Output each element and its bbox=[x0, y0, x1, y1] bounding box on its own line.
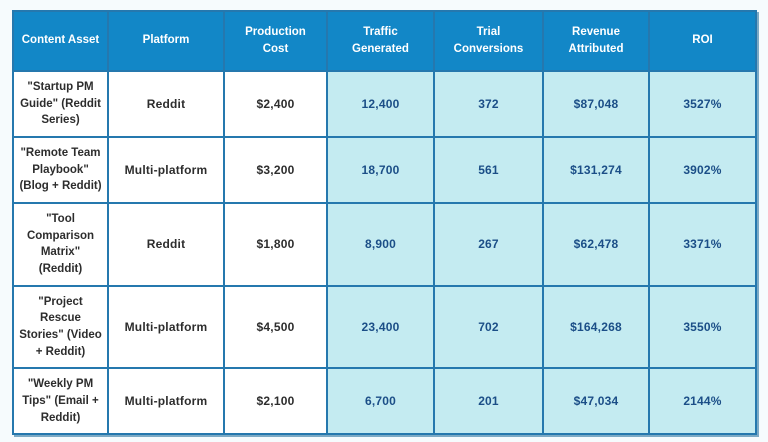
column-header-revenue-attributed: Revenue Attributed bbox=[542, 10, 650, 72]
cell-content-asset: "Tool Comparison Matrix" (Reddit) bbox=[12, 202, 109, 287]
cell-platform: Reddit bbox=[107, 69, 225, 139]
cell-traffic-generated: 8,900 bbox=[326, 202, 435, 287]
cell-traffic-generated: 12,400 bbox=[326, 69, 435, 139]
cell-content-asset: "Project Rescue Stories" (Video + Reddit… bbox=[12, 284, 109, 370]
cell-trial-conversions: 372 bbox=[433, 69, 544, 139]
cell-traffic-generated: 23,400 bbox=[326, 284, 435, 370]
cell-production-cost: $3,200 bbox=[223, 136, 328, 205]
cell-revenue-attributed: $47,034 bbox=[542, 367, 650, 436]
cell-platform: Multi-platform bbox=[107, 136, 225, 205]
cell-platform: Multi-platform bbox=[107, 284, 225, 370]
cell-trial-conversions: 561 bbox=[433, 136, 544, 205]
table-row: "Project Rescue Stories" (Video + Reddit… bbox=[12, 284, 757, 370]
column-header-content-asset: Content Asset bbox=[12, 10, 109, 72]
cell-trial-conversions: 267 bbox=[433, 202, 544, 287]
cell-trial-conversions: 201 bbox=[433, 367, 544, 436]
column-header-trial-conversions: Trial Conversions bbox=[433, 10, 544, 72]
column-header-platform: Platform bbox=[107, 10, 225, 72]
cell-production-cost: $2,400 bbox=[223, 69, 328, 139]
cell-roi: 3550% bbox=[648, 284, 757, 370]
table-row: "Weekly PM Tips" (Email + Reddit) Multi-… bbox=[12, 367, 757, 436]
cell-production-cost: $2,100 bbox=[223, 367, 328, 436]
content-roi-table: Content Asset Platform Production Cost T… bbox=[12, 10, 757, 436]
cell-roi: 3527% bbox=[648, 69, 757, 139]
cell-traffic-generated: 6,700 bbox=[326, 367, 435, 436]
cell-roi: 3371% bbox=[648, 202, 757, 287]
header-row: Content Asset Platform Production Cost T… bbox=[12, 10, 757, 72]
cell-production-cost: $4,500 bbox=[223, 284, 328, 370]
cell-traffic-generated: 18,700 bbox=[326, 136, 435, 205]
table-row: "Remote Team Playbook" (Blog + Reddit) M… bbox=[12, 136, 757, 205]
cell-trial-conversions: 702 bbox=[433, 284, 544, 370]
cell-content-asset: "Remote Team Playbook" (Blog + Reddit) bbox=[12, 136, 109, 205]
table-row: "Tool Comparison Matrix" (Reddit) Reddit… bbox=[12, 202, 757, 287]
cell-revenue-attributed: $164,268 bbox=[542, 284, 650, 370]
cell-content-asset: "Weekly PM Tips" (Email + Reddit) bbox=[12, 367, 109, 436]
cell-production-cost: $1,800 bbox=[223, 202, 328, 287]
cell-content-asset: "Startup PM Guide" (Reddit Series) bbox=[12, 69, 109, 139]
cell-platform: Reddit bbox=[107, 202, 225, 287]
column-header-roi: ROI bbox=[648, 10, 757, 72]
cell-revenue-attributed: $131,274 bbox=[542, 136, 650, 205]
cell-roi: 3902% bbox=[648, 136, 757, 205]
cell-roi: 2144% bbox=[648, 367, 757, 436]
cell-revenue-attributed: $87,048 bbox=[542, 69, 650, 139]
column-header-traffic-generated: Traffic Generated bbox=[326, 10, 435, 72]
cell-revenue-attributed: $62,478 bbox=[542, 202, 650, 287]
column-header-production-cost: Production Cost bbox=[223, 10, 328, 72]
cell-platform: Multi-platform bbox=[107, 367, 225, 436]
table-row: "Startup PM Guide" (Reddit Series) Reddi… bbox=[12, 69, 757, 139]
